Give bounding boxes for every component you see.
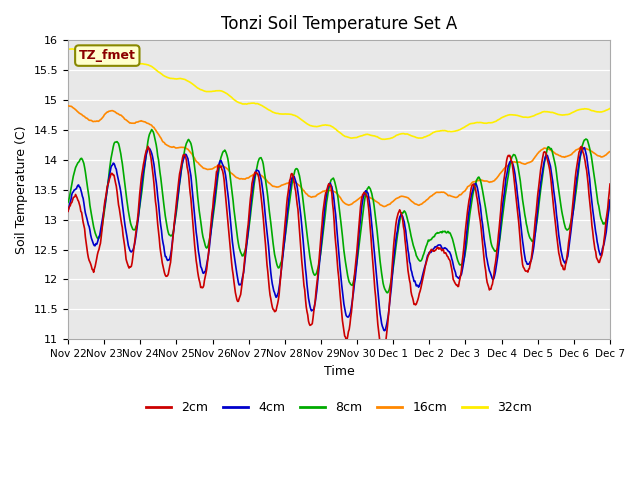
Text: TZ_fmet: TZ_fmet	[79, 49, 136, 62]
Legend: 2cm, 4cm, 8cm, 16cm, 32cm: 2cm, 4cm, 8cm, 16cm, 32cm	[141, 396, 537, 420]
Title: Tonzi Soil Temperature Set A: Tonzi Soil Temperature Set A	[221, 15, 457, 33]
Y-axis label: Soil Temperature (C): Soil Temperature (C)	[15, 125, 28, 254]
X-axis label: Time: Time	[324, 365, 355, 378]
